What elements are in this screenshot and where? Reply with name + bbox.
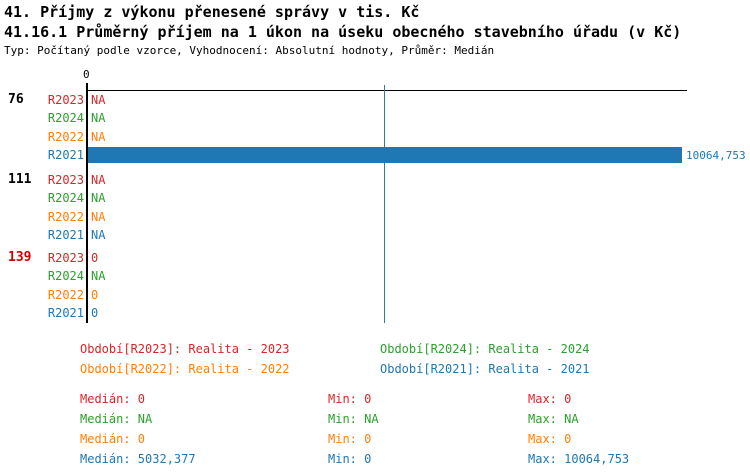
median-gridline — [384, 85, 385, 323]
group-label-76: 76 — [8, 92, 24, 107]
stat-max-r2021: Max: 10064,753 — [528, 452, 630, 466]
series-label-r2023: R2023 — [47, 173, 84, 187]
series-value: NA — [91, 93, 106, 107]
series-label-r2022: R2022 — [47, 130, 84, 144]
stat-min-r2023: Min: 0 — [328, 392, 372, 406]
series-value: NA — [91, 130, 106, 144]
series-value: NA — [91, 269, 106, 283]
series-value: 0 — [91, 251, 99, 265]
legend-item-r2021: Období[R2021]: Realita - 2021 — [380, 362, 590, 376]
series-value: NA — [91, 173, 106, 187]
series-value: NA — [91, 191, 106, 205]
series-label-r2021: R2021 — [47, 306, 84, 320]
page-subtitle: 41.16.1 Průměrný příjem na 1 úkon na úse… — [4, 23, 682, 41]
stat-min-r2021: Min: 0 — [328, 452, 372, 466]
series-label-r2023: R2023 — [47, 251, 84, 265]
series-value: 0 — [91, 288, 99, 302]
stat-median-r2023: Medián: 0 — [80, 392, 146, 406]
legend-item-r2024: Období[R2024]: Realita - 2024 — [380, 342, 590, 356]
page-title: 41. Příjmy z výkonu přenesené správy v t… — [4, 3, 420, 21]
legend-item-r2023: Období[R2023]: Realita - 2023 — [80, 342, 290, 356]
legend-item-r2022: Období[R2022]: Realita - 2022 — [80, 362, 290, 376]
series-value: NA — [91, 111, 106, 125]
series-value: NA — [91, 210, 106, 224]
series-label-r2024: R2024 — [47, 111, 84, 125]
stat-max-r2022: Max: 0 — [528, 432, 572, 446]
series-label-r2021: R2021 — [47, 148, 84, 162]
stat-min-r2022: Min: 0 — [328, 432, 372, 446]
stat-median-r2021: Medián: 5032,377 — [80, 452, 196, 466]
stat-max-r2024: Max: NA — [528, 412, 579, 426]
x-axis-line — [87, 90, 687, 91]
series-label-r2024: R2024 — [47, 191, 84, 205]
meta-line: Typ: Počítaný podle vzorce, Vyhodnocení:… — [4, 44, 495, 57]
stat-min-r2024: Min: NA — [328, 412, 379, 426]
series-label-r2023: R2023 — [47, 93, 84, 107]
group-label-139: 139 — [8, 250, 32, 265]
series-value: NA — [91, 228, 106, 242]
group-label-111: 111 — [8, 172, 32, 187]
series-label-r2024: R2024 — [47, 269, 84, 283]
y-axis-line — [86, 90, 88, 323]
stat-max-r2023: Max: 0 — [528, 392, 572, 406]
series-label-r2021: R2021 — [47, 228, 84, 242]
axis-tick-zero — [86, 83, 88, 90]
series-label-r2022: R2022 — [47, 210, 84, 224]
series-value: 0 — [91, 306, 99, 320]
stat-median-r2022: Medián: 0 — [80, 432, 146, 446]
series-label-r2022: R2022 — [47, 288, 84, 302]
stat-median-r2024: Medián: NA — [80, 412, 153, 426]
axis-tick-label-zero: 0 — [83, 68, 90, 81]
bar-value-label: 10064,753 — [686, 149, 746, 162]
value-bar-r2021 — [88, 147, 682, 163]
